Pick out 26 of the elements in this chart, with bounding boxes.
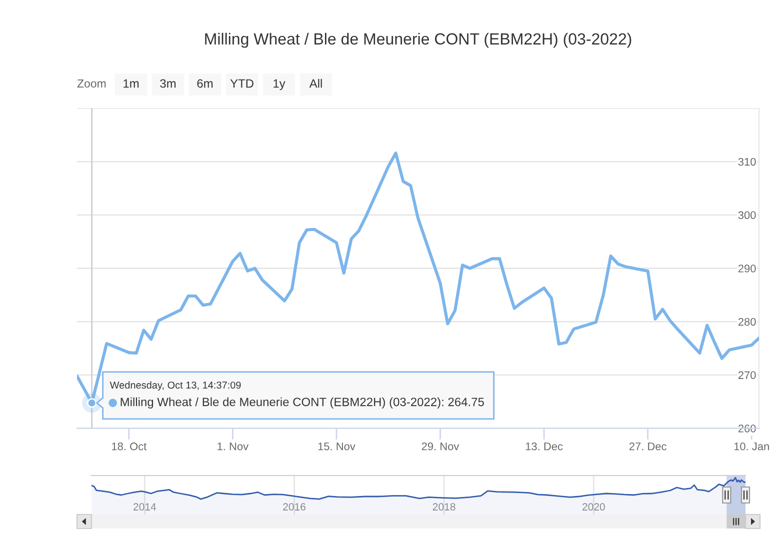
- x-tick-label: 13. Dec: [526, 442, 563, 450]
- y-tick-label: 280: [738, 318, 756, 326]
- text: Zoom: [77, 80, 106, 88]
- x-tick-label: 1. Nov: [218, 442, 249, 450]
- annotation: Milling Wheat / Ble de Meunerie CONT (EBM22H) (03-2022): 264.75: [120, 397, 484, 409]
- text: All: [309, 78, 322, 88]
- x-tick-label: 29. Nov: [422, 442, 460, 450]
- x-tick-label: 27. Dec: [629, 442, 666, 450]
- text: 6m: [197, 79, 213, 88]
- chart-title: Milling Wheat / Ble de Meunerie CONT (EBM22H) (03-2022): [205, 32, 632, 48]
- x-tick-label: 2014: [134, 503, 156, 511]
- x-tick-label: 2018: [432, 503, 456, 511]
- y-tick-label: 290: [738, 264, 756, 272]
- x-tick-label: 15. Nov: [318, 442, 356, 450]
- annotation: Wednesday, Oct 13, 14:37:09: [110, 381, 241, 391]
- y-tick-label: 270: [738, 371, 756, 380]
- x-tick-label: 18. Oct: [112, 442, 147, 450]
- text: 1m: [124, 79, 139, 88]
- x-tick-label: 2016: [283, 503, 306, 511]
- x-tick-label: 2020: [582, 503, 605, 511]
- y-tick-label: 310: [738, 158, 756, 166]
- text: YTD: [230, 79, 254, 88]
- text: 1y: [274, 79, 286, 90]
- y-tick-label: 300: [738, 211, 756, 220]
- x-tick-label: 10. Jan: [734, 442, 769, 450]
- text: 3m: [160, 79, 176, 88]
